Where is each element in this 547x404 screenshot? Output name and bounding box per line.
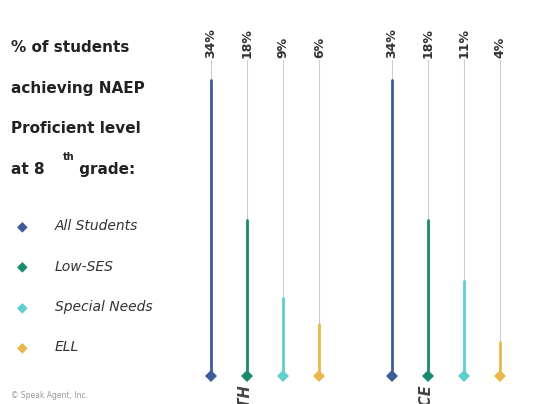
Text: © Speak Agent, Inc.: © Speak Agent, Inc.	[11, 391, 88, 400]
Text: 34%: 34%	[385, 28, 398, 58]
Text: ◆: ◆	[16, 300, 27, 314]
Text: ◆: ◆	[16, 341, 27, 354]
Text: ELL: ELL	[55, 341, 79, 354]
Text: SCIENCE: SCIENCE	[418, 384, 433, 404]
Text: % of students: % of students	[11, 40, 129, 55]
Text: Proficient level: Proficient level	[11, 121, 141, 136]
Text: Low-SES: Low-SES	[55, 260, 114, 274]
Text: 34%: 34%	[205, 28, 218, 58]
Text: th: th	[63, 152, 74, 162]
Text: ◆: ◆	[16, 219, 27, 233]
Text: Special Needs: Special Needs	[55, 300, 152, 314]
Text: All Students: All Students	[55, 219, 138, 233]
Text: 18%: 18%	[241, 28, 254, 58]
Text: 4%: 4%	[493, 37, 507, 58]
Text: 6%: 6%	[313, 37, 326, 58]
Text: at 8: at 8	[11, 162, 44, 177]
Text: achieving NAEP: achieving NAEP	[11, 81, 145, 96]
Text: ◆: ◆	[16, 260, 27, 274]
Text: 18%: 18%	[421, 28, 434, 58]
Text: 11%: 11%	[457, 28, 470, 58]
Text: grade:: grade:	[74, 162, 135, 177]
Text: 9%: 9%	[277, 37, 290, 58]
Text: MATH: MATH	[238, 384, 253, 404]
